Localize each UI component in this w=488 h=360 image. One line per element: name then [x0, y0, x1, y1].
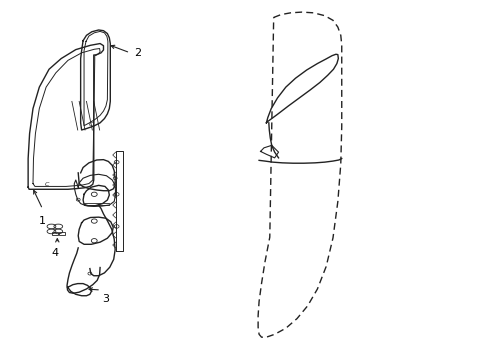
Text: C: C [44, 182, 49, 187]
Bar [59, 232, 65, 235]
Text: C: C [89, 122, 93, 127]
Text: 4: 4 [51, 248, 59, 258]
Bar [52, 232, 58, 235]
Text: 1: 1 [39, 216, 46, 226]
Text: 3: 3 [102, 294, 109, 304]
Text: 2: 2 [133, 48, 141, 58]
